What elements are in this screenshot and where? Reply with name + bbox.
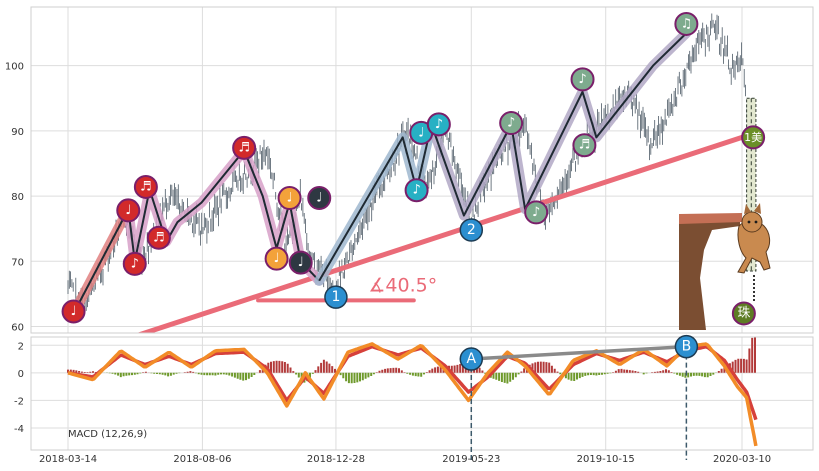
x-tick-label: 2020-03-10 xyxy=(713,454,771,465)
note-marker xyxy=(499,111,524,136)
note-marker-glyph: ♪ xyxy=(412,183,420,198)
price-y-tick-label: 80 xyxy=(11,192,24,203)
macd-legend-label: MACD (12,26,9) xyxy=(68,429,147,440)
note-marker xyxy=(731,301,756,326)
macd-histogram-negative xyxy=(103,372,717,384)
cat-eye xyxy=(754,220,758,224)
circle-badge-label: 1 xyxy=(331,289,340,305)
x-tick-label: 2019-05-23 xyxy=(442,454,500,465)
price-y-tick-label: 100 xyxy=(5,62,24,73)
x-tick-label: 2019-10-15 xyxy=(577,454,635,465)
macd-histogram-positive xyxy=(67,337,756,373)
note-marker xyxy=(288,250,313,275)
divergence-marker-label: A xyxy=(466,351,476,367)
note-marker xyxy=(264,246,289,271)
price-y-tick-label: 60 xyxy=(11,322,24,333)
zigzag-highlight xyxy=(426,28,692,221)
signal-line xyxy=(67,342,758,447)
note-marker xyxy=(146,225,171,250)
cat-eye xyxy=(747,220,751,224)
note-marker-glyph: 珠 xyxy=(737,306,750,321)
note-marker-glyph: ♪ xyxy=(532,205,540,220)
note-marker-glyph: ♬ xyxy=(238,140,250,155)
note-marker-glyph: ♫ xyxy=(681,16,693,31)
note-marker-glyph: ♩ xyxy=(274,251,280,266)
support-trendline xyxy=(136,134,745,333)
note-marker-glyph: ♩ xyxy=(287,191,293,206)
note-marker-glyph: ♩ xyxy=(316,191,322,206)
note-marker-glyph: ♩ xyxy=(70,304,76,319)
note-marker-glyph: ♩ xyxy=(298,255,304,270)
note-marker xyxy=(741,125,766,150)
axis-labels: 60 70 80 90 100 -4 -2 0 2 2018-03-14 2018-08-06 201… xyxy=(5,62,771,465)
price-y-tick-label: 90 xyxy=(11,127,24,138)
circle-badge xyxy=(459,218,484,242)
note-marker-glyph: ♩ xyxy=(418,125,424,140)
note-marker xyxy=(133,174,158,199)
note-marker xyxy=(570,67,595,92)
zigzag-line xyxy=(127,149,320,282)
note-marker-glyph: 1美 xyxy=(744,131,762,144)
note-marker-glyph: ♩ xyxy=(125,203,131,218)
x-tick-label: 2018-08-06 xyxy=(173,454,231,465)
note-marker xyxy=(116,198,141,223)
macd-y-tick-label: -4 xyxy=(14,424,24,435)
note-marker-glyph: ♬ xyxy=(140,179,152,194)
price-y-tick-label: 70 xyxy=(11,257,24,268)
note-marker-glyph: ♬ xyxy=(153,230,165,245)
note-marker xyxy=(122,251,147,276)
circle-badge xyxy=(324,285,348,309)
macd-y-tick-label: 2 xyxy=(18,341,24,352)
cat-head xyxy=(741,211,763,233)
divergence-marker-label: B xyxy=(682,339,692,355)
macd-y-tick-label: 0 xyxy=(18,369,24,380)
note-marker xyxy=(674,11,699,36)
divergence-marker xyxy=(459,347,484,371)
note-marker-glyph: ♬ xyxy=(579,138,591,153)
zigzag-line xyxy=(318,124,433,282)
cliff-drawing xyxy=(679,216,740,330)
zigzag-line xyxy=(430,32,688,217)
annotations: ∡40.5° 1 2 ♩ ♩ ♪ ♬ ♬ ♬ ♩ ♩ ♩ ♩ ♪ ♩ ♪ ♪ ♪ ♪ ♬ ♫ 1美珠 A B xyxy=(61,11,766,460)
price-panel-frame xyxy=(30,6,814,334)
note-marker xyxy=(426,112,451,137)
note-marker xyxy=(404,178,429,203)
note-marker-glyph: ♪ xyxy=(578,72,586,87)
divergence-connector xyxy=(471,344,687,361)
macd-panel-frame xyxy=(30,336,814,451)
note-marker xyxy=(572,133,597,158)
x-tick-label: 2018-03-14 xyxy=(39,454,97,465)
circle-badge-label: 2 xyxy=(467,222,476,238)
note-marker xyxy=(232,135,257,160)
note-marker xyxy=(277,186,302,211)
divergence-marker xyxy=(674,334,699,359)
note-marker xyxy=(307,186,332,211)
note-marker-glyph: ♪ xyxy=(131,256,139,271)
zigzag-line xyxy=(72,208,130,314)
macd-y-tick-label: -2 xyxy=(14,396,24,407)
cat-ears xyxy=(744,203,761,214)
note-marker xyxy=(524,200,549,225)
x-tick-label: 2018-12-28 xyxy=(307,454,365,465)
note-marker-glyph: ♪ xyxy=(507,116,515,131)
angle-label: ∡40.5° xyxy=(368,274,437,296)
cliff-ledge xyxy=(679,213,742,224)
note-marker xyxy=(61,299,86,324)
note-marker-glyph: ♪ xyxy=(435,117,443,132)
macd-gridlines xyxy=(31,337,813,450)
